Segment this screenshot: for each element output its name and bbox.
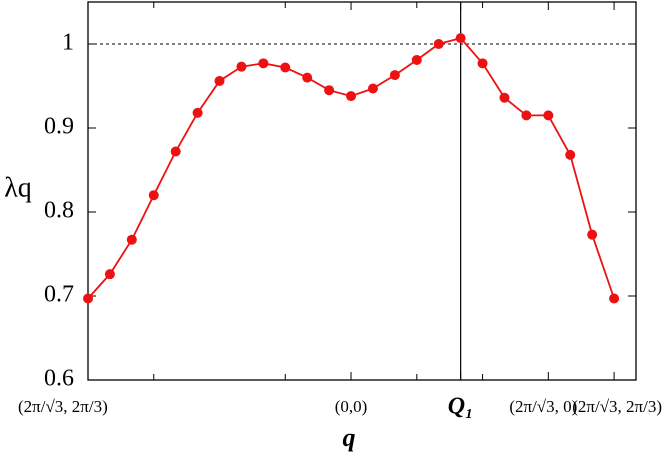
plot-frame — [87, 1, 637, 381]
data-point — [170, 146, 181, 157]
y-tick-label: 0.9 — [44, 114, 74, 140]
data-point — [258, 58, 269, 69]
x-tick-label: (2π/√3, 2π/3) — [572, 397, 662, 416]
data-point — [324, 85, 335, 96]
x-tick-label: (2π/√3, 0) — [509, 397, 577, 416]
data-point — [499, 92, 510, 103]
data-point — [236, 61, 247, 72]
data-point — [565, 149, 576, 160]
x-tick-label: (0,0) — [335, 397, 368, 416]
data-point — [148, 190, 159, 201]
data-point — [126, 234, 137, 245]
data-point — [104, 269, 115, 280]
data-point — [367, 83, 378, 94]
data-point — [302, 72, 313, 83]
data-point — [609, 293, 620, 304]
data-point — [346, 91, 357, 102]
data-point — [83, 293, 93, 304]
x-tick-label: (2π/√3, 2π/3) — [18, 397, 108, 416]
data-point — [389, 70, 400, 81]
y-tick-label: 0.7 — [44, 282, 74, 308]
data-point — [433, 39, 444, 49]
data-point — [587, 229, 598, 240]
y-tick-label: 1 — [62, 30, 74, 56]
data-point — [280, 62, 291, 73]
data-point — [455, 33, 466, 44]
data-point — [411, 54, 422, 65]
y-axis-label: λq — [4, 172, 32, 203]
data-point — [192, 107, 203, 118]
data-point — [521, 110, 532, 121]
x-tick-label: Q₁ — [448, 394, 474, 420]
y-tick-label: 0.6 — [44, 366, 74, 392]
x-axis-label: q — [343, 423, 356, 452]
data-point — [214, 75, 225, 86]
y-tick-label: 0.8 — [44, 198, 74, 224]
data-point — [477, 58, 488, 69]
data-point — [543, 110, 554, 121]
series-line — [87, 37, 615, 300]
